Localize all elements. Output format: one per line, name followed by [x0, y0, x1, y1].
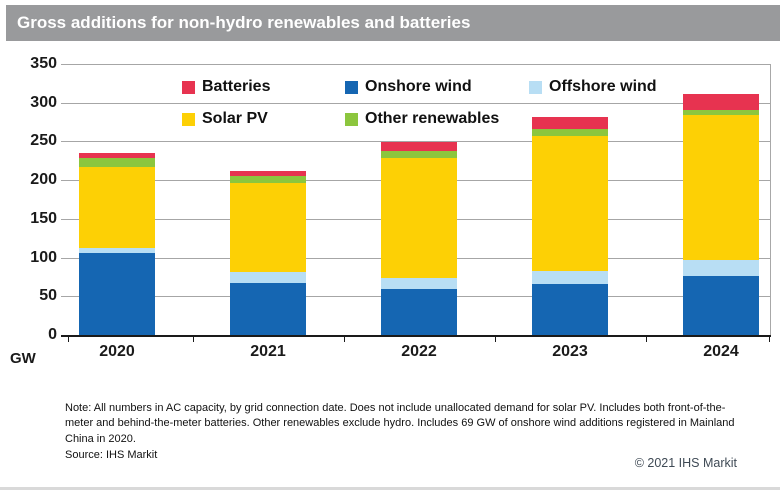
y-axis-tick-label-300: 300 — [30, 93, 57, 111]
gridline-250 — [61, 141, 770, 143]
x-axis-tick — [769, 337, 770, 342]
y-axis-tick-label-350: 350 — [30, 55, 57, 72]
bar-segment-other-renewables-2023 — [532, 129, 608, 137]
x-axis-line — [61, 335, 771, 337]
bar-segment-batteries-2022 — [381, 142, 457, 152]
bar-segment-onshore-wind-2021 — [230, 283, 306, 335]
chart-title: Gross additions for non-hydro renewables… — [17, 13, 471, 32]
bar-segment-batteries-2021 — [230, 170, 306, 176]
bar-segment-other-renewables-2021 — [230, 175, 306, 183]
y-axis-tick-label-150: 150 — [30, 209, 57, 227]
bar-2024 — [683, 94, 759, 335]
gridline-350 — [61, 64, 770, 65]
x-axis-ticks — [68, 337, 770, 343]
y-axis-labels: 0 50 100 150 200 250 300 350 — [0, 55, 57, 343]
bar-segment-onshore-wind-2024 — [683, 276, 759, 335]
bar-segment-offshore-wind-2024 — [683, 259, 759, 277]
bar-segment-solar-pv-2023 — [532, 136, 608, 271]
title-bar: Gross additions for non-hydro renewables… — [6, 5, 780, 41]
gridline-300 — [61, 102, 770, 104]
y-axis-tick-label-50: 50 — [39, 287, 57, 305]
copyright-text: © 2021 IHS Markit — [634, 456, 737, 470]
x-axis-label-2023: 2023 — [552, 343, 588, 360]
bar-segment-batteries-2020 — [79, 153, 155, 158]
bar-segment-onshore-wind-2023 — [532, 283, 608, 335]
y-axis-tick-label-200: 200 — [30, 171, 57, 189]
bar-segment-solar-pv-2021 — [230, 182, 306, 273]
bar-segment-solar-pv-2020 — [79, 167, 155, 248]
x-axis-tick — [645, 337, 647, 342]
bar-segment-batteries-2024 — [683, 94, 759, 110]
bar-segment-other-renewables-2020 — [79, 157, 155, 168]
x-axis-label-2020: 2020 — [99, 343, 135, 360]
bar-segment-offshore-wind-2023 — [532, 270, 608, 284]
source-text: Source: IHS Markit — [65, 449, 158, 461]
bar-segment-batteries-2023 — [532, 117, 608, 130]
y-axis-tick-label-100: 100 — [30, 248, 57, 266]
bar-2021 — [230, 170, 306, 335]
x-axis-label-2021: 2021 — [250, 343, 286, 360]
bar-2020 — [79, 153, 155, 335]
x-axis-labels: 2020 2021 2022 2023 2024 — [68, 343, 770, 363]
bar-2023 — [532, 117, 608, 335]
bar-segment-other-renewables-2022 — [381, 151, 457, 159]
bar-segment-offshore-wind-2020 — [79, 247, 155, 253]
x-axis-label-2024: 2024 — [703, 343, 739, 360]
bottom-border — [0, 487, 780, 490]
bar-segment-solar-pv-2022 — [381, 158, 457, 279]
bar-segment-other-renewables-2024 — [683, 109, 759, 116]
bar-segment-offshore-wind-2021 — [230, 272, 306, 284]
plot-area: Batteries Onshore wind Offshore wind Solar … — [61, 64, 771, 337]
y-axis-tick-label-0: 0 — [48, 326, 57, 343]
bar-segment-onshore-wind-2020 — [79, 252, 155, 335]
note-text: Note: All numbers in AC capacity, by gri… — [65, 402, 735, 445]
bar-segment-solar-pv-2024 — [683, 115, 759, 260]
x-axis-tick — [494, 337, 496, 342]
x-axis-tick — [68, 337, 69, 342]
y-axis-unit-label: GW — [10, 350, 36, 367]
y-axis-tick-label-250: 250 — [30, 132, 57, 150]
bar-segment-offshore-wind-2022 — [381, 278, 457, 289]
x-axis-tick — [192, 337, 194, 342]
bar-group — [68, 64, 770, 335]
bar-segment-onshore-wind-2022 — [381, 288, 457, 335]
bar-2022 — [381, 142, 457, 335]
x-axis-label-2022: 2022 — [401, 343, 437, 360]
x-axis-tick — [343, 337, 345, 342]
